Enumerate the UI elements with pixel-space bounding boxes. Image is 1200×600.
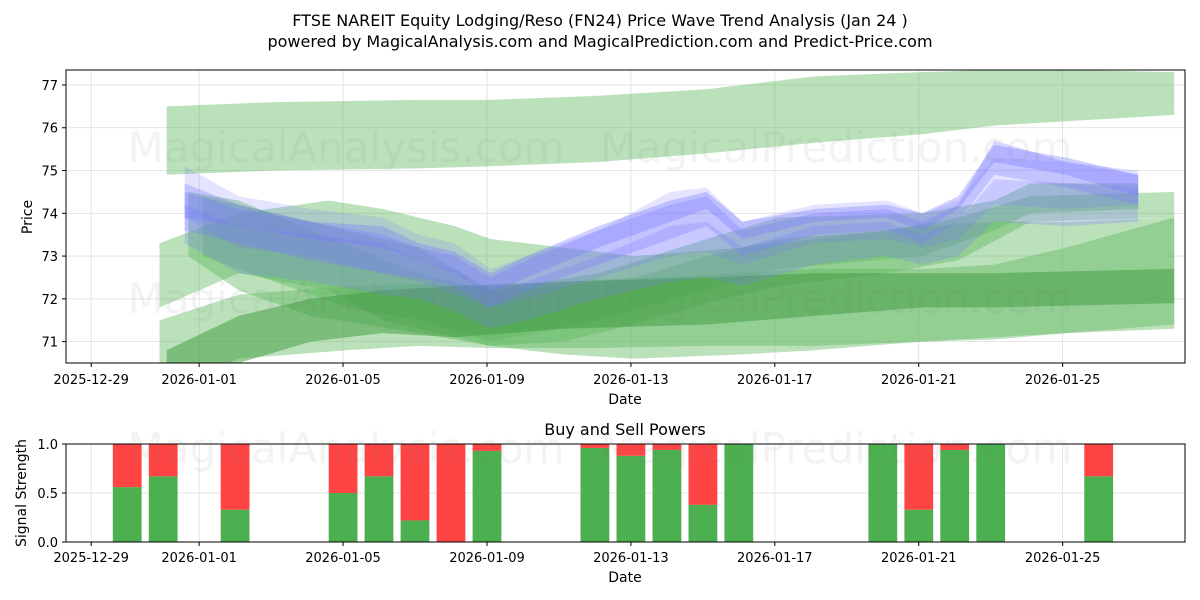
- signal-plot-frame: [65, 443, 1186, 543]
- signal-chart-xlabel: Date: [608, 570, 641, 586]
- signal-xtick-label: 2026-01-25: [1025, 551, 1101, 566]
- green-trend-band: [166, 70, 1175, 175]
- price-chart-xlabel: Date: [608, 392, 641, 408]
- price-xtick-label: 2026-01-13: [593, 373, 669, 388]
- buy-power-bar: [580, 447, 610, 542]
- blue-wave-band: [184, 144, 1139, 295]
- blue-wave-band: [184, 140, 1139, 308]
- signal-ytick-label: 0.5: [37, 487, 58, 502]
- sell-power-bar: [436, 444, 466, 542]
- price-ytick-label: 76: [41, 122, 58, 137]
- watermark-analysis-mid: MagicalAnalysis.com: [128, 274, 565, 323]
- sell-power-bar: [148, 444, 178, 477]
- signal-xtick-label: 2025-12-29: [53, 551, 129, 566]
- price-xtick-label: 2026-01-17: [737, 373, 813, 388]
- signal-xtick-label: 2026-01-09: [449, 551, 525, 566]
- sell-power-bar: [328, 444, 358, 493]
- buy-power-bar: [652, 449, 682, 542]
- buy-power-bar: [364, 476, 394, 542]
- sell-power-bar: [652, 444, 682, 450]
- buy-power-bar: [400, 520, 430, 542]
- blue-wave-band: [184, 157, 1139, 308]
- price-ytick-label: 75: [41, 165, 58, 180]
- price-ytick-label: 72: [41, 293, 58, 308]
- buy-power-bar: [976, 444, 1006, 542]
- signal-xtick-label: 2026-01-21: [881, 551, 957, 566]
- price-xtick-label: 2025-12-29: [53, 373, 129, 388]
- price-xtick-label: 2026-01-25: [1025, 373, 1101, 388]
- buy-power-bar: [688, 504, 718, 542]
- watermark-analysis-bottom: MagicalAnalysis.com: [128, 424, 565, 473]
- sell-power-bar: [1084, 444, 1114, 477]
- price-ytick-label: 74: [41, 207, 58, 222]
- buy-power-bar: [724, 444, 754, 542]
- buy-power-bar: [328, 493, 358, 542]
- buy-power-bar: [112, 487, 142, 542]
- price-grid: [66, 70, 1185, 363]
- sell-power-bar: [940, 444, 970, 450]
- price-chart-ylabel: Price: [20, 200, 36, 234]
- buy-power-bar: [616, 455, 646, 542]
- price-xtick-label: 2026-01-01: [161, 373, 237, 388]
- signal-chart: 0.0 0.5 1.0 2025-12-29 2026-01-01 2026-01-05 2…: [37, 438, 1186, 566]
- signal-chart-title: Buy and Sell Powers: [544, 420, 706, 439]
- signal-xtick-label: 2026-01-17: [737, 551, 813, 566]
- buy-power-bar: [940, 449, 970, 542]
- sell-power-bar: [364, 444, 394, 477]
- signal-xtick-label: 2026-01-13: [593, 551, 669, 566]
- price-xtick-label: 2026-01-09: [449, 373, 525, 388]
- price-xtick-label: 2026-01-05: [305, 373, 381, 388]
- blue-wave-band: [184, 179, 1139, 329]
- buy-power-bar: [220, 509, 250, 542]
- price-chart: 71 72 73 74 75 76 77 2025-12-29 2026-01-01 2026-0…: [41, 69, 1186, 388]
- price-ytick-label: 77: [41, 79, 58, 94]
- watermark-prediction-bottom: MagicalPrediction.com: [600, 424, 1073, 473]
- buy-power-bar: [472, 450, 502, 542]
- sell-power-bar: [400, 444, 430, 521]
- chart-subtitle: powered by MagicalAnalysis.com and Magic…: [267, 32, 932, 51]
- sell-power-bar: [688, 444, 718, 505]
- watermark-analysis-top: MagicalAnalysis.com: [128, 123, 565, 172]
- buy-power-bar: [148, 476, 178, 542]
- signal-ytick-label: 0.0: [37, 536, 58, 551]
- signal-ytick-label: 1.0: [37, 438, 58, 453]
- price-xtick-label: 2026-01-21: [881, 373, 957, 388]
- sell-power-bar: [616, 444, 646, 456]
- watermark-prediction-top: MagicalPrediction.com: [600, 123, 1073, 172]
- watermark-prediction-mid: MagicalPrediction.com: [600, 274, 1073, 323]
- sell-power-bar: [472, 444, 502, 451]
- signal-xtick-label: 2026-01-05: [305, 551, 381, 566]
- signal-chart-ylabel: Signal Strength: [14, 439, 30, 547]
- buy-power-bar: [904, 509, 934, 542]
- price-ytick-label: 73: [41, 250, 58, 265]
- price-plot-frame: [65, 69, 1186, 364]
- sell-power-bar: [904, 444, 934, 510]
- price-ytick-label: 71: [41, 336, 58, 351]
- chart-title: FTSE NAREIT Equity Lodging/Reso (FN24) P…: [292, 11, 908, 30]
- sell-power-bar: [220, 444, 250, 510]
- sell-power-bar: [112, 444, 142, 488]
- buy-power-bar: [1084, 476, 1114, 542]
- green-trend-band-dark: [166, 268, 1175, 363]
- signal-xtick-label: 2026-01-01: [161, 551, 237, 566]
- sell-power-bar: [580, 444, 610, 448]
- buy-power-bar: [868, 444, 898, 542]
